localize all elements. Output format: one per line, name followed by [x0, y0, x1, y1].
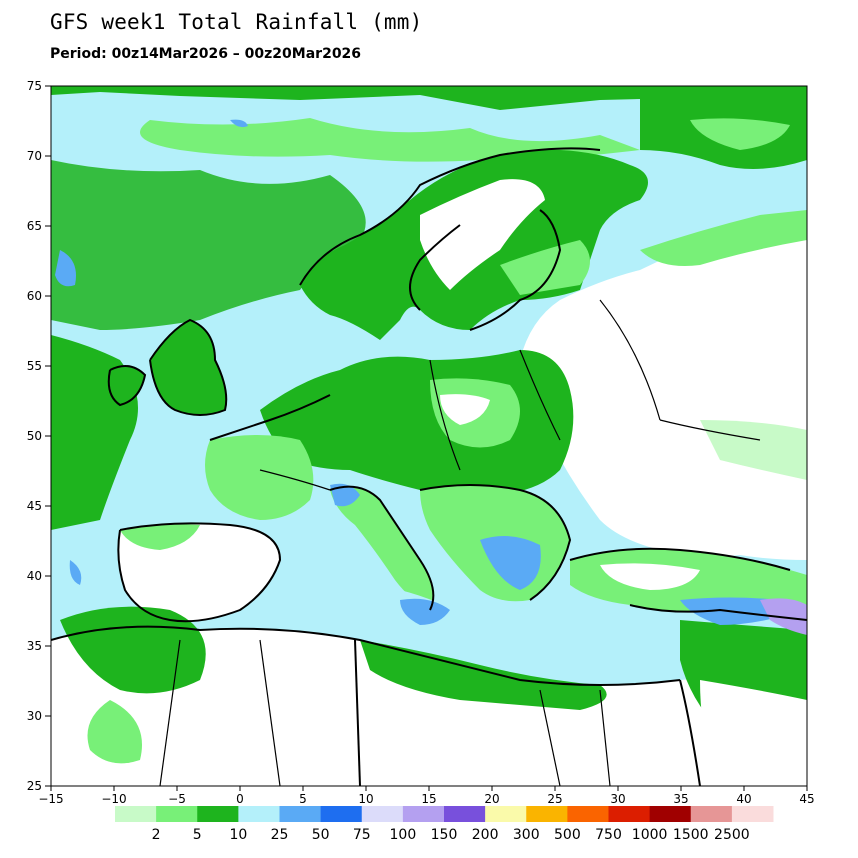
- colorbar-swatch: [320, 806, 363, 822]
- map-area: [51, 86, 807, 786]
- north-africa: [51, 626, 807, 786]
- colorbar-label: 100: [390, 827, 417, 843]
- colorbar-label: 50: [312, 827, 330, 843]
- colorbar-swatch: [567, 806, 609, 822]
- lon-tick-label: 45: [799, 792, 814, 806]
- colorbar-label: 1000: [632, 827, 668, 843]
- eastern-europe: [520, 225, 807, 560]
- colorbar-label: 2500: [714, 827, 750, 843]
- lat-tick-label: 70: [27, 149, 42, 163]
- colorbar-swatch: [485, 806, 527, 822]
- lon-tick-label: 25: [547, 792, 562, 806]
- colorbar-label: 10: [229, 827, 247, 843]
- colorbar-swatch: [238, 806, 280, 822]
- lat-tick-label: 30: [27, 709, 42, 723]
- colorbar-swatch: [197, 806, 239, 822]
- country-borders: [159, 299, 761, 786]
- lon-tick-label: 20: [484, 792, 499, 806]
- coastlines: [51, 147, 807, 786]
- british-isles: [150, 320, 227, 415]
- italy: [330, 486, 434, 610]
- lat-tick-label: 60: [27, 289, 42, 303]
- lon-tick-label: 0: [236, 792, 244, 806]
- colorbar-swatch: [402, 806, 445, 822]
- colorbar-label: 200: [472, 827, 499, 843]
- lat-tick-label: 50: [27, 429, 42, 443]
- lat-tick-label: 65: [27, 219, 42, 233]
- colorbar-swatch: [115, 806, 157, 822]
- colorbar-swatch: [279, 806, 322, 822]
- lat-tick-label: 25: [27, 779, 42, 793]
- lat-tick-label: 55: [27, 359, 42, 373]
- colorbar-swatch: [608, 806, 651, 822]
- latitude-ticks: 75 70 65 60 55 50 45 40 35 30 25: [27, 79, 51, 793]
- lat-tick-label: 35: [27, 639, 42, 653]
- land-masses: [51, 149, 807, 786]
- lon-tick-label: −10: [101, 792, 126, 806]
- colorbar-label: 5: [193, 827, 202, 843]
- colorbar-label: 750: [595, 827, 622, 843]
- lon-tick-label: 15: [421, 792, 436, 806]
- period-subtitle: Period: 00z14Mar2026 – 00z20Mar2026: [50, 46, 362, 62]
- colorbar-swatch: [690, 806, 733, 822]
- colorbar-swatch: [526, 806, 568, 822]
- colorbar-label: 300: [513, 827, 540, 843]
- lat-tick-label: 45: [27, 499, 42, 513]
- lon-tick-label: −5: [168, 792, 186, 806]
- colorbar-swatch: [361, 806, 404, 822]
- colorbar-label: 500: [554, 827, 581, 843]
- lon-tick-label: 40: [736, 792, 751, 806]
- colorbar-swatch: [649, 806, 692, 822]
- longitude-ticks: −15 −10 −5 0 5 10 15 20 25 30 35 40 45: [38, 786, 815, 806]
- colorbar-swatch: [156, 806, 198, 822]
- colorbar-label: 25: [271, 827, 289, 843]
- colorbar: 2 5 10 25 50 75 100 150 200 300 500 750 1000 1500 2500: [115, 806, 774, 843]
- lon-tick-label: 10: [358, 792, 373, 806]
- colorbar-label: 75: [353, 827, 371, 843]
- lat-tick-label: 40: [27, 569, 42, 583]
- lat-tick-label: 75: [27, 79, 42, 93]
- lon-tick-label: −15: [38, 792, 63, 806]
- map-title: GFS week1 Total Rainfall (mm): [50, 10, 423, 34]
- lon-tick-label: 5: [299, 792, 307, 806]
- lon-tick-label: 35: [673, 792, 688, 806]
- colorbar-label: 2: [152, 827, 161, 843]
- ocean-rain-bands: [51, 86, 807, 530]
- colorbar-swatch: [444, 806, 486, 822]
- colorbar-label: 150: [431, 827, 458, 843]
- colorbar-swatch: [731, 806, 774, 822]
- lon-tick-label: 30: [610, 792, 625, 806]
- colorbar-label: 1500: [673, 827, 709, 843]
